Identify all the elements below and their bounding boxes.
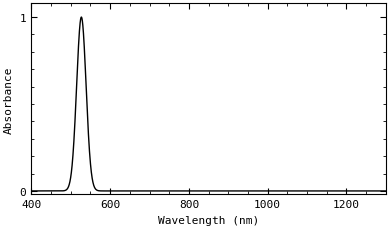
X-axis label: Wavelength (nm): Wavelength (nm) — [158, 215, 259, 225]
Y-axis label: Absorbance: Absorbance — [4, 66, 14, 133]
